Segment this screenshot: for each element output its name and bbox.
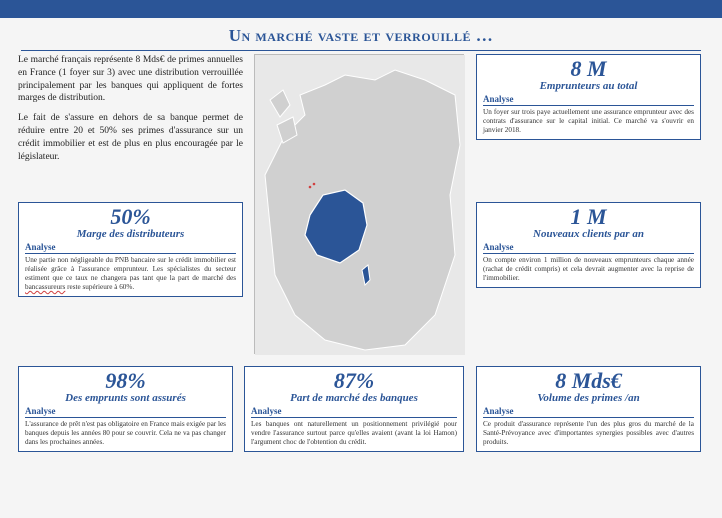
stat-label: Nouveaux clients par an — [483, 228, 694, 240]
stat-text: Une partie non négligeable du PNB bancai… — [25, 256, 236, 292]
analyse-heading: Analyse — [483, 94, 694, 106]
stat-label: Volume des primes /an — [483, 392, 694, 404]
analyse-heading: Analyse — [25, 242, 236, 254]
stat-text: L'assurance de prêt n'est pas obligatoir… — [25, 420, 226, 447]
stat-label: Des emprunts sont assurés — [25, 392, 226, 404]
card-volume-primes: 8 Mds€ Volume des primes /an Analyse Ce … — [476, 366, 701, 452]
analyse-heading: Analyse — [251, 406, 457, 418]
analyse-heading: Analyse — [25, 406, 226, 418]
top-bar — [0, 0, 722, 18]
intro-text: Le marché français représente 8 Mds€ de … — [18, 54, 243, 171]
stat-value: 1 M — [483, 204, 694, 230]
analyse-heading: Analyse — [483, 406, 694, 418]
europe-map — [254, 54, 464, 354]
stat-label: Marge des distributeurs — [25, 228, 236, 240]
stat-text: Les banques ont naturellement un positio… — [251, 420, 457, 447]
stat-label: Part de marché des banques — [251, 392, 457, 404]
stat-value: 50% — [25, 204, 236, 230]
stat-value: 8 M — [483, 56, 694, 82]
intro-p1: Le marché français représente 8 Mds€ de … — [18, 54, 243, 105]
card-marge-distributeurs: 50% Marge des distributeurs Analyse Une … — [18, 202, 243, 297]
stat-value: 8 Mds€ — [483, 368, 694, 394]
card-part-marche-banques: 87% Part de marché des banques Analyse L… — [244, 366, 464, 452]
card-emprunts-assures: 98% Des emprunts sont assurés Analyse L'… — [18, 366, 233, 452]
stat-value: 87% — [251, 368, 457, 394]
stat-label: Emprunteurs au total — [483, 80, 694, 92]
stat-text: Un foyer sur trois paye actuellement une… — [483, 108, 694, 135]
content-area: Le marché français représente 8 Mds€ de … — [18, 50, 704, 510]
analyse-heading: Analyse — [483, 242, 694, 254]
stat-text: Ce produit d'assurance représente l'un d… — [483, 420, 694, 447]
stat-value: 98% — [25, 368, 226, 394]
card-emprunteurs-total: 8 M Emprunteurs au total Analyse Un foye… — [476, 54, 701, 140]
stat-text: On compte environ 1 million de nouveaux … — [483, 256, 694, 283]
card-nouveaux-clients: 1 M Nouveaux clients par an Analyse On c… — [476, 202, 701, 288]
page-title: Un marché vaste et verrouillé … — [0, 26, 722, 46]
intro-p2: Le fait de s'assure en dehors de sa banq… — [18, 112, 243, 163]
